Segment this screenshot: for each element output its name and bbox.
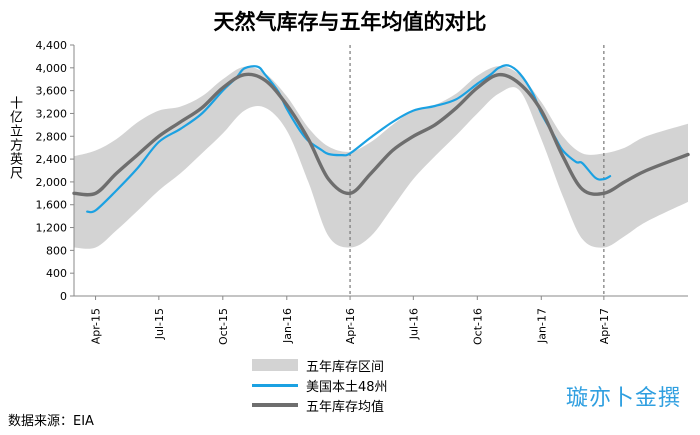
y-tick-label: 1,200 <box>36 222 68 235</box>
y-tick-label: 400 <box>46 267 67 280</box>
legend-label-lower48: 美国本土48州 <box>306 379 388 395</box>
x-tick-label: Oct-15 <box>217 308 230 345</box>
y-tick-label: 2,800 <box>36 130 68 143</box>
y-tick-label: 800 <box>46 244 67 257</box>
x-tick-label: Apr-17 <box>598 308 611 344</box>
axes-layer <box>70 44 688 300</box>
x-tick-label-layer: Apr-15 Jul-15 Oct-15 Jan-16 Apr-16 Jul-16 Oct-… <box>90 308 611 345</box>
series-line-five-year-average <box>72 72 690 197</box>
x-tick-label: Apr-15 <box>90 308 103 344</box>
x-tick-label: Apr-16 <box>344 308 357 344</box>
legend-label-band: 五年库存区间 <box>306 359 385 375</box>
source-note: 数据来源：EIA <box>8 414 94 429</box>
watermark: 璇亦卜金撰 <box>566 386 682 411</box>
series-lines-layer <box>72 64 690 214</box>
y-tick-label: 1,600 <box>36 199 68 212</box>
x-tick-label: Jul-16 <box>407 308 420 340</box>
legend-swatch-band <box>252 359 298 371</box>
legend-label-avg: 五年库存均值 <box>306 399 385 415</box>
y-tick-label: 3,600 <box>36 85 68 98</box>
y-tick-label: 4,000 <box>36 62 68 75</box>
x-tick-label: Jan-17 <box>535 308 548 344</box>
range-band-layer <box>74 66 688 249</box>
y-tick-label: 0 <box>60 290 67 303</box>
legend-item-avg: 五年库存均值 <box>252 395 388 415</box>
y-tick-label: 2,400 <box>36 153 68 166</box>
legend: 五年库存区间 美国本土48州 五年库存均值 <box>252 355 388 415</box>
y-tick-label: 2,000 <box>36 176 68 189</box>
y-tick-label-layer: 0 400 800 1,200 1,600 2,000 2,400 2,800 3,200 3,6… <box>36 39 68 303</box>
x-tick-label: Jan-16 <box>281 308 294 344</box>
five-year-range-band <box>74 66 688 249</box>
legend-item-band: 五年库存区间 <box>252 355 388 375</box>
x-tick-label: Jul-15 <box>153 308 166 340</box>
legend-item-lower48: 美国本土48州 <box>252 375 388 395</box>
legend-swatch-avg <box>252 399 298 411</box>
x-tick-label: Oct-16 <box>471 308 484 345</box>
chart-title: 天然气库存与五年均值的对比 <box>213 10 487 34</box>
y-axis-label: 十亿立方英尺 <box>7 96 22 180</box>
y-tick-label: 3,200 <box>36 107 68 120</box>
y-tick-label: 4,400 <box>36 39 68 52</box>
legend-swatch-lower48 <box>252 379 298 391</box>
